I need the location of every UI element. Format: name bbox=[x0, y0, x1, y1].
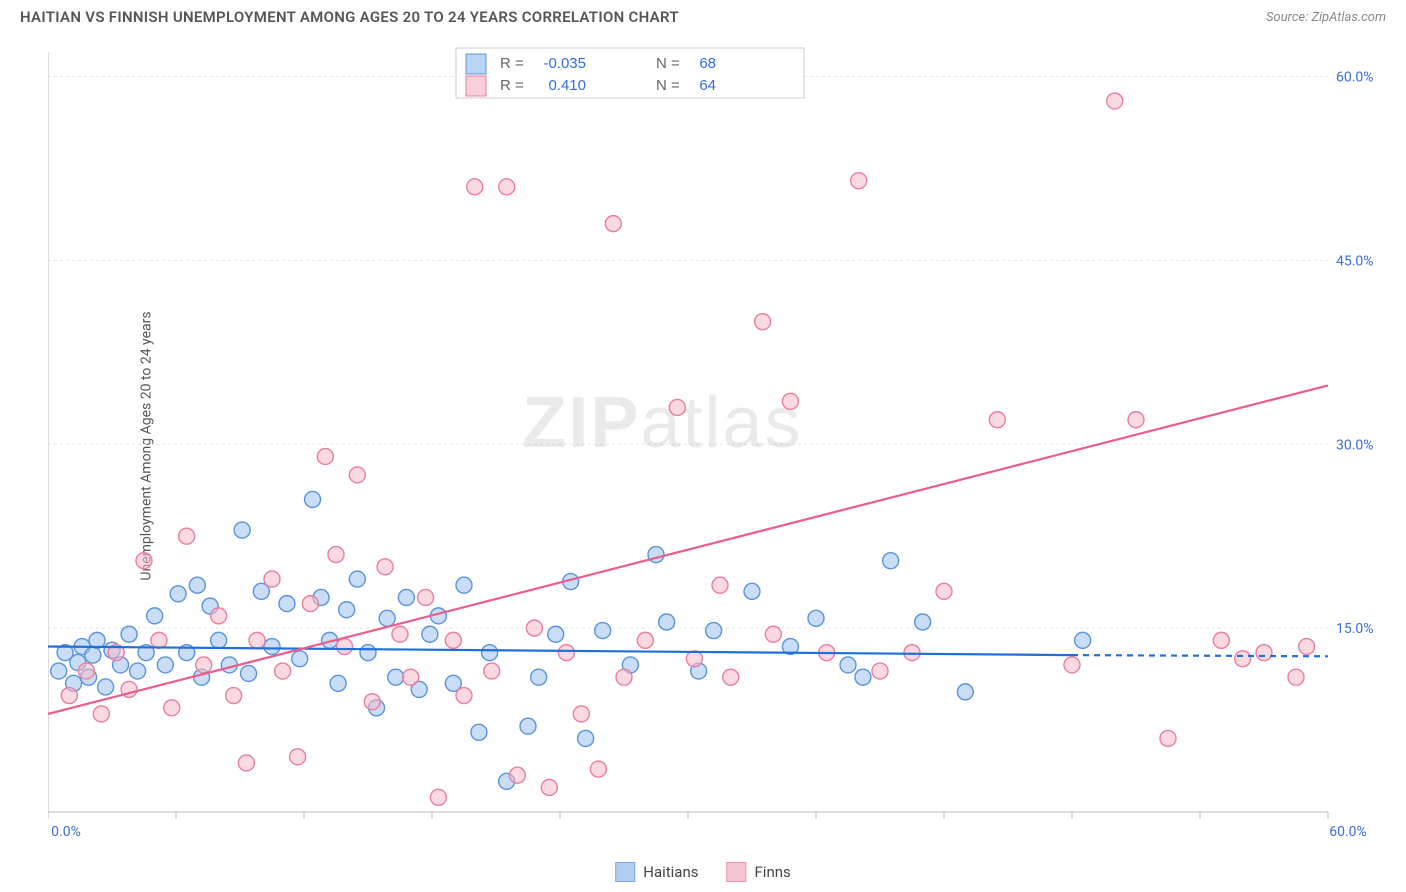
legend-item-finns: Finns bbox=[727, 862, 791, 882]
svg-text:R =: R = bbox=[500, 77, 524, 94]
svg-text:-0.035: -0.035 bbox=[543, 55, 586, 72]
chart-title: HAITIAN VS FINNISH UNEMPLOYMENT AMONG AG… bbox=[20, 8, 679, 26]
source-name: ZipAtlas.com bbox=[1311, 10, 1386, 25]
svg-text:ZIPatlas: ZIPatlas bbox=[522, 383, 802, 463]
legend: Haitians Finns bbox=[615, 862, 791, 882]
svg-text:45.0%: 45.0% bbox=[1336, 253, 1374, 269]
legend-item-haitians: Haitians bbox=[615, 862, 698, 882]
svg-text:N =: N = bbox=[656, 55, 680, 72]
legend-label-haitians: Haitians bbox=[643, 863, 698, 881]
svg-text:0.0%: 0.0% bbox=[51, 824, 81, 840]
svg-text:0.410: 0.410 bbox=[548, 77, 586, 94]
svg-text:64: 64 bbox=[699, 77, 716, 94]
source-prefix: Source: bbox=[1266, 10, 1311, 25]
chart-area: 15.0% 30.0% 45.0% 60.0% 0.0% 60.0% ZIPatlas R =… bbox=[48, 44, 1386, 842]
legend-label-finns: Finns bbox=[755, 863, 791, 881]
source-attribution: Source: ZipAtlas.com bbox=[1266, 10, 1386, 25]
svg-text:30.0%: 30.0% bbox=[1336, 437, 1374, 453]
svg-text:15.0%: 15.0% bbox=[1336, 621, 1374, 637]
swatch-finns bbox=[727, 862, 747, 882]
swatch-haitians bbox=[615, 862, 635, 882]
svg-text:68: 68 bbox=[699, 55, 716, 72]
scatter-chart: 15.0% 30.0% 45.0% 60.0% 0.0% 60.0% ZIPatlas R =… bbox=[48, 44, 1386, 842]
svg-text:R =: R = bbox=[500, 55, 524, 72]
svg-text:60.0%: 60.0% bbox=[1336, 70, 1374, 86]
svg-text:60.0%: 60.0% bbox=[1329, 824, 1367, 840]
svg-text:N =: N = bbox=[656, 77, 680, 94]
